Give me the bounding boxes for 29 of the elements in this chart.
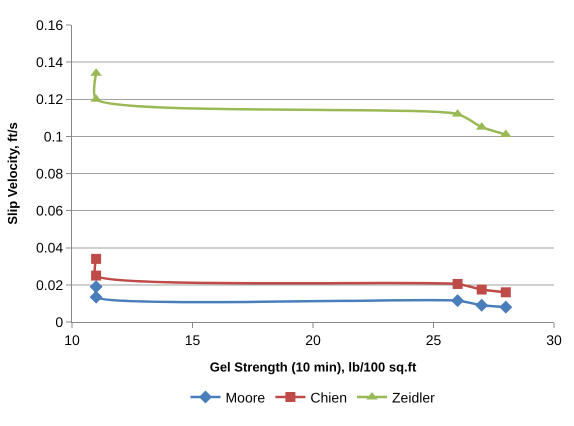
y-tick-label: 0.14 — [36, 54, 64, 70]
legend-label: Zeidler — [392, 389, 436, 406]
y-tick-label: 0.08 — [36, 165, 64, 182]
x-tick-label: 25 — [426, 332, 442, 348]
legend-label: Moore — [226, 389, 266, 406]
y-tick-label: 0.12 — [36, 91, 64, 108]
legend-label: Chien — [310, 389, 347, 406]
point — [91, 270, 102, 281]
point — [500, 287, 511, 298]
x-tick-label: 10 — [64, 332, 80, 348]
y-tick-label: 0 — [55, 314, 64, 330]
y-tick-label: 0.04 — [36, 240, 64, 256]
x-tick-label: 30 — [546, 332, 562, 348]
point — [90, 290, 103, 304]
x-tick-label: 15 — [184, 332, 200, 348]
point — [499, 300, 512, 314]
y-tick-label: 0.06 — [36, 202, 64, 219]
y-tick-label: 0.1 — [44, 128, 64, 144]
point — [90, 280, 103, 294]
point — [452, 278, 463, 289]
point — [451, 294, 464, 308]
y-tick-label: 0.02 — [36, 276, 64, 293]
y-tick-label: 0.16 — [36, 16, 64, 33]
point — [476, 284, 487, 295]
point — [91, 254, 102, 264]
y-axis-title: Slip Velocity, ft/s — [4, 122, 20, 225]
x-axis-title: Gel Strength (10 min), lb/100 sq.ft — [210, 359, 417, 374]
x-tick-label: 20 — [305, 332, 321, 348]
point — [475, 298, 488, 312]
